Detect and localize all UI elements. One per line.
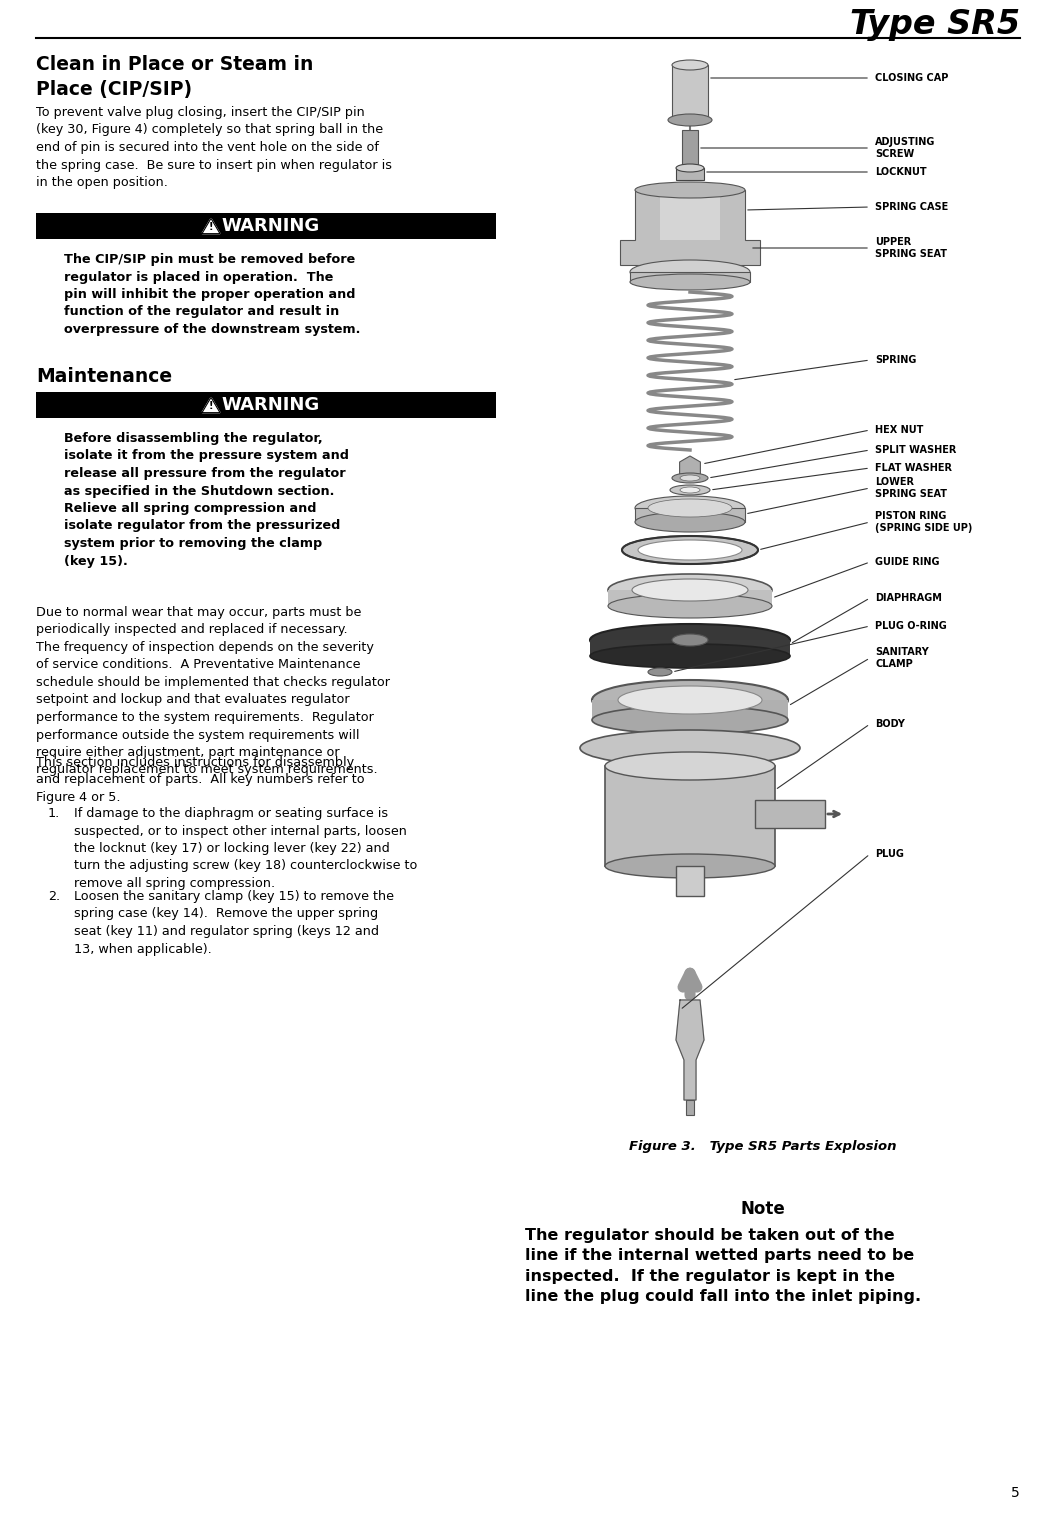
Text: FLAT WASHER: FLAT WASHER (875, 463, 952, 472)
Text: ADJUSTING
SCREW: ADJUSTING SCREW (875, 137, 936, 158)
Polygon shape (202, 398, 220, 413)
Ellipse shape (605, 854, 775, 878)
Polygon shape (676, 1000, 704, 1100)
Text: DIAPHRAGM: DIAPHRAGM (875, 592, 942, 603)
Text: 2.: 2. (48, 890, 60, 902)
Text: Due to normal wear that may occur, parts must be
periodically inspected and repl: Due to normal wear that may occur, parts… (36, 606, 390, 776)
Ellipse shape (635, 182, 746, 197)
Text: This section includes instructions for disassembly
and replacement of parts.  Al: This section includes instructions for d… (36, 756, 364, 804)
Ellipse shape (672, 633, 708, 646)
Ellipse shape (648, 668, 672, 676)
Bar (635, 507, 746, 523)
Ellipse shape (670, 485, 710, 495)
Bar (630, 272, 750, 283)
Text: 5: 5 (1011, 1486, 1020, 1499)
Text: WARNING: WARNING (222, 217, 320, 235)
Text: LOCKNUT: LOCKNUT (875, 167, 926, 178)
Text: GUIDE RING: GUIDE RING (875, 557, 940, 567)
Bar (676, 866, 704, 896)
Bar (660, 190, 720, 240)
Text: SANITARY
CLAMP: SANITARY CLAMP (875, 647, 929, 668)
Text: PLUG: PLUG (875, 849, 904, 860)
Ellipse shape (608, 574, 772, 606)
Text: HEX NUT: HEX NUT (875, 425, 923, 434)
Text: SPLIT WASHER: SPLIT WASHER (875, 445, 957, 456)
Text: To prevent valve plug closing, insert the CIP/SIP pin
(key 30, Figure 4) complet: To prevent valve plug closing, insert th… (36, 106, 392, 188)
Text: SPRING: SPRING (875, 355, 917, 365)
Bar (676, 169, 704, 179)
Bar (590, 639, 790, 656)
Bar (672, 65, 708, 120)
Polygon shape (202, 219, 220, 234)
Ellipse shape (580, 731, 800, 766)
Ellipse shape (608, 594, 772, 618)
Ellipse shape (672, 472, 708, 483)
Text: PISTON RING
(SPRING SIDE UP): PISTON RING (SPRING SIDE UP) (875, 512, 972, 533)
Ellipse shape (590, 644, 790, 668)
Ellipse shape (635, 512, 746, 532)
Text: Place (CIP/SIP): Place (CIP/SIP) (36, 81, 192, 99)
Bar (608, 589, 772, 606)
Text: The CIP/SIP pin must be removed before
regulator is placed in operation.  The
pi: The CIP/SIP pin must be removed before r… (64, 254, 360, 336)
Text: Clean in Place or Steam in: Clean in Place or Steam in (36, 55, 313, 74)
Text: UPPER
SPRING SEAT: UPPER SPRING SEAT (875, 237, 947, 258)
Bar (755, 801, 825, 828)
Bar (605, 766, 775, 866)
Text: Figure 3.   Type SR5 Parts Explosion: Figure 3. Type SR5 Parts Explosion (629, 1139, 897, 1153)
Polygon shape (620, 190, 760, 264)
Bar (592, 700, 788, 720)
Text: If damage to the diaphragm or seating surface is
suspected, or to inspect other : If damage to the diaphragm or seating su… (74, 807, 418, 890)
Text: CLOSING CAP: CLOSING CAP (875, 73, 948, 84)
Ellipse shape (630, 260, 750, 284)
Bar (682, 131, 698, 166)
Ellipse shape (672, 59, 708, 70)
Ellipse shape (668, 114, 712, 126)
Text: Loosen the sanitary clamp (key 15) to remove the
spring case (key 14).  Remove t: Loosen the sanitary clamp (key 15) to re… (74, 890, 394, 955)
Ellipse shape (635, 497, 746, 519)
Ellipse shape (676, 164, 704, 172)
Bar (36, 213, 496, 238)
Text: Before disassembling the regulator,
isolate it from the pressure system and
rele: Before disassembling the regulator, isol… (64, 431, 349, 568)
Ellipse shape (605, 752, 775, 779)
Ellipse shape (622, 536, 758, 564)
Text: PLUG O-RING: PLUG O-RING (875, 621, 947, 630)
Ellipse shape (590, 624, 790, 656)
Text: Maintenance: Maintenance (36, 368, 172, 386)
Bar (36, 392, 496, 418)
Ellipse shape (618, 687, 762, 714)
Ellipse shape (680, 488, 700, 494)
Text: SPRING CASE: SPRING CASE (875, 202, 948, 213)
Ellipse shape (680, 475, 700, 482)
Text: The regulator should be taken out of the
line if the internal wetted parts need : The regulator should be taken out of the… (525, 1227, 921, 1305)
Ellipse shape (648, 500, 732, 516)
Text: !: ! (209, 401, 213, 412)
Text: 1.: 1. (48, 807, 60, 820)
Bar (686, 1100, 694, 1115)
Ellipse shape (592, 681, 788, 720)
Ellipse shape (630, 273, 750, 290)
Ellipse shape (632, 579, 748, 602)
Text: Type SR5: Type SR5 (849, 8, 1020, 41)
Text: !: ! (209, 222, 213, 232)
Text: WARNING: WARNING (222, 396, 320, 415)
Ellipse shape (638, 539, 742, 561)
Ellipse shape (592, 706, 788, 734)
Text: LOWER
SPRING SEAT: LOWER SPRING SEAT (875, 477, 947, 498)
Text: BODY: BODY (875, 718, 905, 729)
Text: Note: Note (740, 1200, 785, 1218)
